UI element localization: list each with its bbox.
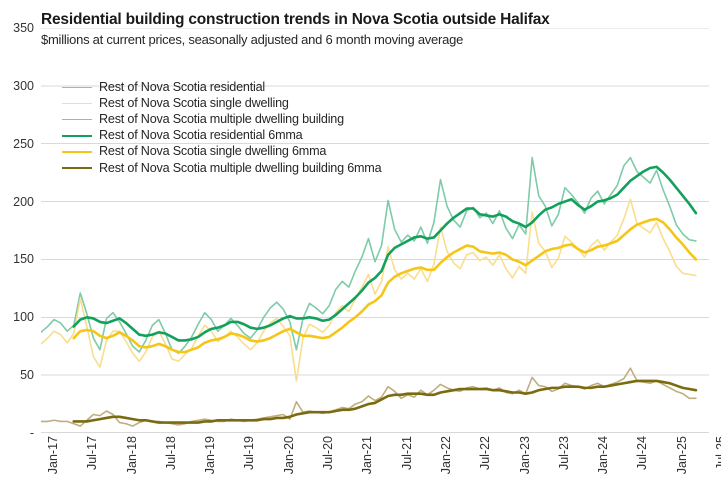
x-axis-tick-label: Jul-18 [163, 436, 178, 471]
title-block: Residential building construction trends… [41, 10, 701, 49]
x-axis-tick-label: Jan-20 [281, 436, 296, 475]
legend-item-label: Rest of Nova Scotia multiple dwelling bu… [99, 160, 382, 175]
legend-item[interactable]: Rest of Nova Scotia single dwelling 6mma [62, 144, 381, 160]
legend-color-swatch [62, 86, 92, 88]
y-axis: - 50 100 150 200 250 300 350 [0, 0, 38, 440]
chart-plot-svg [41, 28, 709, 433]
legend-item-label: Rest of Nova Scotia residential [99, 79, 265, 94]
legend-color-swatch [62, 167, 92, 170]
legend-item-label: Rest of Nova Scotia residential 6mma [99, 128, 303, 143]
x-axis-tick-label: Jul-20 [321, 436, 336, 471]
legend-item[interactable]: Rest of Nova Scotia residential 6mma [62, 128, 381, 144]
x-axis-tick-label: Jan-25 [674, 436, 689, 475]
legend-color-swatch [62, 134, 92, 137]
x-axis-tick-label: Jul-17 [85, 436, 100, 471]
y-axis-tick-label: 150 [13, 252, 34, 267]
plot-area [41, 28, 709, 433]
series-line-2 [41, 367, 697, 427]
y-axis-tick-label: 100 [13, 310, 34, 325]
legend-item[interactable]: Rest of Nova Scotia residential [62, 79, 381, 95]
legend-item[interactable]: Rest of Nova Scotia multiple dwelling bu… [62, 160, 382, 176]
series-line-4 [72, 217, 698, 354]
x-axis-tick-label: Jan-17 [46, 436, 60, 475]
x-axis-tick-label: Jul-22 [478, 436, 493, 471]
x-axis-tick-label: Jul-21 [399, 436, 414, 471]
y-axis-tick-label: 350 [13, 21, 34, 35]
legend-item[interactable]: Rest of Nova Scotia multiple dwelling bu… [62, 111, 381, 127]
legend-item-label: Rest of Nova Scotia single dwelling [99, 95, 289, 110]
series-line-0 [41, 156, 697, 354]
y-axis-tick-label: 200 [13, 194, 34, 209]
x-axis: Jan-17 Jul-17 Jan-18 Jul-18 Jan-19 Jul-19 Jan-… [41, 436, 721, 481]
series-line-1 [41, 198, 697, 382]
y-axis-tick-label: 300 [13, 78, 34, 93]
x-axis-tick-label: Jul-24 [635, 436, 650, 471]
x-axis-tick-label: Jan-24 [596, 436, 611, 475]
x-axis-tick-label: Jan-22 [438, 436, 453, 475]
y-axis-tick-label: - [29, 426, 34, 440]
x-axis-tick-label: Jan-23 [517, 436, 532, 475]
series-line-5 [72, 379, 698, 424]
legend-color-swatch [62, 102, 92, 104]
chart-legend: Rest of Nova Scotia residential Rest of N… [62, 79, 382, 176]
x-axis-tick-label: Jul-23 [556, 436, 571, 471]
x-axis-tick-label: Jan-18 [124, 436, 139, 475]
series-line-3 [72, 165, 698, 342]
legend-item-label: Rest of Nova Scotia multiple dwelling bu… [99, 111, 344, 126]
x-axis-tick-label: Jan-21 [360, 436, 375, 475]
x-axis-tick-label: Jul-25 [714, 436, 721, 471]
legend-item[interactable]: Rest of Nova Scotia single dwelling [62, 95, 381, 111]
chart-subtitle: $millions at current prices, seasonally … [41, 32, 464, 47]
legend-color-swatch [62, 118, 92, 120]
y-axis-tick-label: 50 [20, 368, 34, 383]
legend-color-swatch [62, 150, 92, 153]
legend-item-label: Rest of Nova Scotia single dwelling 6mma [99, 144, 327, 159]
x-axis-tick-label: Jul-19 [242, 436, 257, 471]
y-axis-tick-label: 250 [13, 136, 34, 151]
x-axis-tick-label: Jan-19 [203, 436, 218, 475]
page-title: Residential building construction trends… [41, 11, 550, 28]
